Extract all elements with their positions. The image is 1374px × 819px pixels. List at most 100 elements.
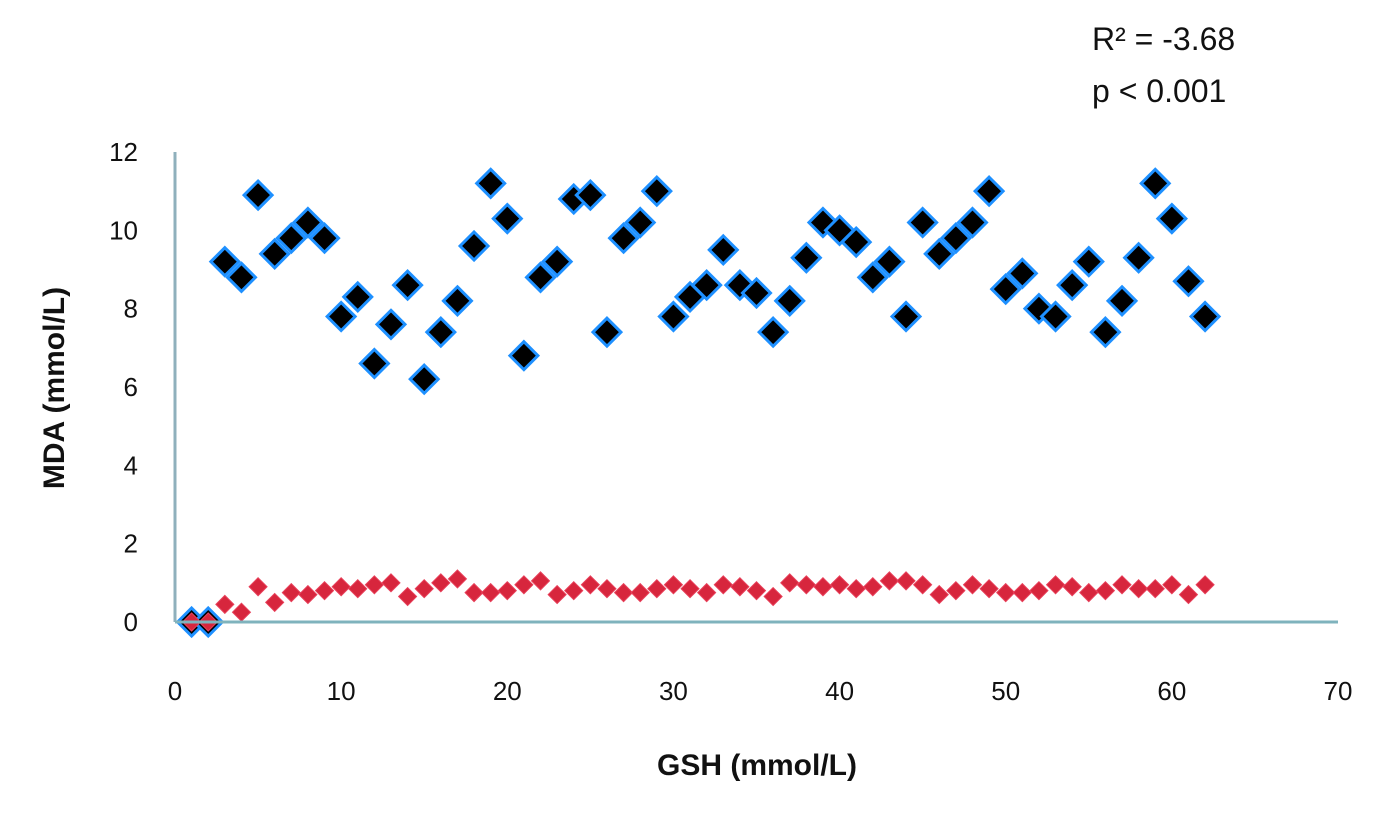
- series-2-point: [1128, 579, 1149, 599]
- series-2-points: [181, 569, 1215, 632]
- series-2-point: [414, 579, 434, 599]
- series-2-point: [663, 575, 684, 595]
- series-1-points: [175, 167, 1222, 639]
- series-1-point: [474, 167, 507, 200]
- series-2-point: [314, 580, 335, 601]
- series-2-point: [381, 573, 401, 593]
- series-2-point: [497, 580, 517, 601]
- y-tick-label: 8: [124, 294, 138, 324]
- series-1-point: [1006, 257, 1039, 290]
- series-1-point: [341, 280, 374, 314]
- series-2-point: [1178, 584, 1199, 605]
- series-2-point: [730, 577, 750, 597]
- series-2-point: [215, 594, 235, 615]
- x-axis-label: GSH (mmol/L): [657, 749, 857, 782]
- x-tick-label: 70: [1324, 676, 1353, 706]
- series-2-point: [962, 575, 983, 595]
- series-2-point: [431, 573, 451, 593]
- series-2-point: [464, 582, 484, 603]
- series-1-point: [906, 206, 939, 239]
- series-2-point: [547, 584, 567, 605]
- series-2-point: [696, 582, 717, 603]
- series-2-point: [597, 579, 617, 599]
- series-1-point: [408, 363, 441, 396]
- series-1-point: [325, 300, 358, 333]
- series-1-point: [225, 261, 258, 294]
- series-1-point: [773, 284, 806, 317]
- series-1-point: [756, 316, 790, 349]
- series-2-point: [1045, 575, 1066, 595]
- y-tick-label: 6: [124, 372, 138, 402]
- series-1-point: [1072, 245, 1105, 278]
- series-1-point: [989, 272, 1022, 306]
- x-tick-label: 40: [825, 676, 854, 706]
- series-2-point: [480, 582, 501, 603]
- series-2-point: [1095, 580, 1116, 601]
- series-2-point: [912, 575, 933, 595]
- series-1-point: [972, 175, 1006, 208]
- series-2-point: [946, 580, 966, 601]
- x-tick-label: 10: [327, 676, 356, 706]
- series-1-point: [507, 339, 541, 372]
- series-1-point: [690, 269, 723, 302]
- series-2-point: [564, 580, 584, 601]
- series-1-point: [607, 222, 640, 255]
- x-tick-label: 20: [493, 676, 522, 706]
- x-tick-label: 0: [168, 676, 182, 706]
- series-2-point: [231, 602, 252, 622]
- series-1-point: [374, 308, 408, 341]
- p-value-annotation: p < 0.001: [1092, 73, 1226, 109]
- series-2-point: [929, 584, 949, 605]
- series-2-point: [879, 571, 900, 591]
- series-2-point: [514, 575, 534, 595]
- series-1-point: [1139, 167, 1172, 200]
- y-tick-label: 0: [124, 607, 138, 637]
- y-tick-label: 10: [109, 215, 138, 245]
- y-tick-label: 12: [109, 137, 138, 167]
- series-2-point: [1079, 582, 1099, 603]
- series-1-point: [541, 245, 574, 278]
- series-2-point: [863, 577, 883, 597]
- series-1-point: [1122, 241, 1155, 274]
- series-1-point: [740, 276, 773, 310]
- series-2-point: [1012, 582, 1033, 603]
- series-2-point: [331, 577, 351, 597]
- x-tick-labels: 0 10 20 30 40 50 60 70: [168, 676, 1353, 706]
- series-2-point: [813, 577, 833, 597]
- series-1-point: [856, 261, 889, 294]
- series-1-point: [208, 245, 241, 278]
- series-2-point: [780, 573, 800, 593]
- series-2-point: [996, 582, 1016, 603]
- series-2-point: [447, 569, 468, 589]
- series-2-point: [796, 575, 817, 595]
- r-squared-annotation: R² = -3.68: [1092, 21, 1235, 57]
- series-1-point: [923, 237, 956, 270]
- series-1-point: [491, 202, 524, 235]
- series-1-point: [1105, 284, 1139, 317]
- series-1-point: [441, 284, 474, 317]
- series-1-point: [590, 316, 624, 349]
- series-2-point: [613, 582, 634, 603]
- series-1-point: [391, 269, 424, 302]
- series-2-point: [281, 582, 302, 603]
- series-2-point: [647, 579, 667, 599]
- series-1-point: [624, 206, 657, 239]
- series-2-point: [1029, 580, 1049, 601]
- series-2-point: [979, 579, 999, 599]
- series-1-point: [1039, 300, 1072, 333]
- series-2-point: [1062, 577, 1082, 597]
- series-2-point: [846, 579, 866, 599]
- series-1-point: [358, 347, 391, 380]
- series-2-point: [896, 571, 916, 591]
- y-axis-label: MDA (mmol/L): [38, 287, 71, 489]
- series-1-point: [889, 300, 923, 333]
- series-2-point: [763, 586, 783, 607]
- series-1-point: [524, 261, 557, 294]
- series-2-point: [298, 584, 318, 605]
- series-2-point: [264, 592, 285, 613]
- series-2-point: [1112, 575, 1132, 595]
- series-1-point: [790, 241, 823, 274]
- series-2-point: [829, 575, 850, 595]
- series-1-point: [873, 245, 906, 278]
